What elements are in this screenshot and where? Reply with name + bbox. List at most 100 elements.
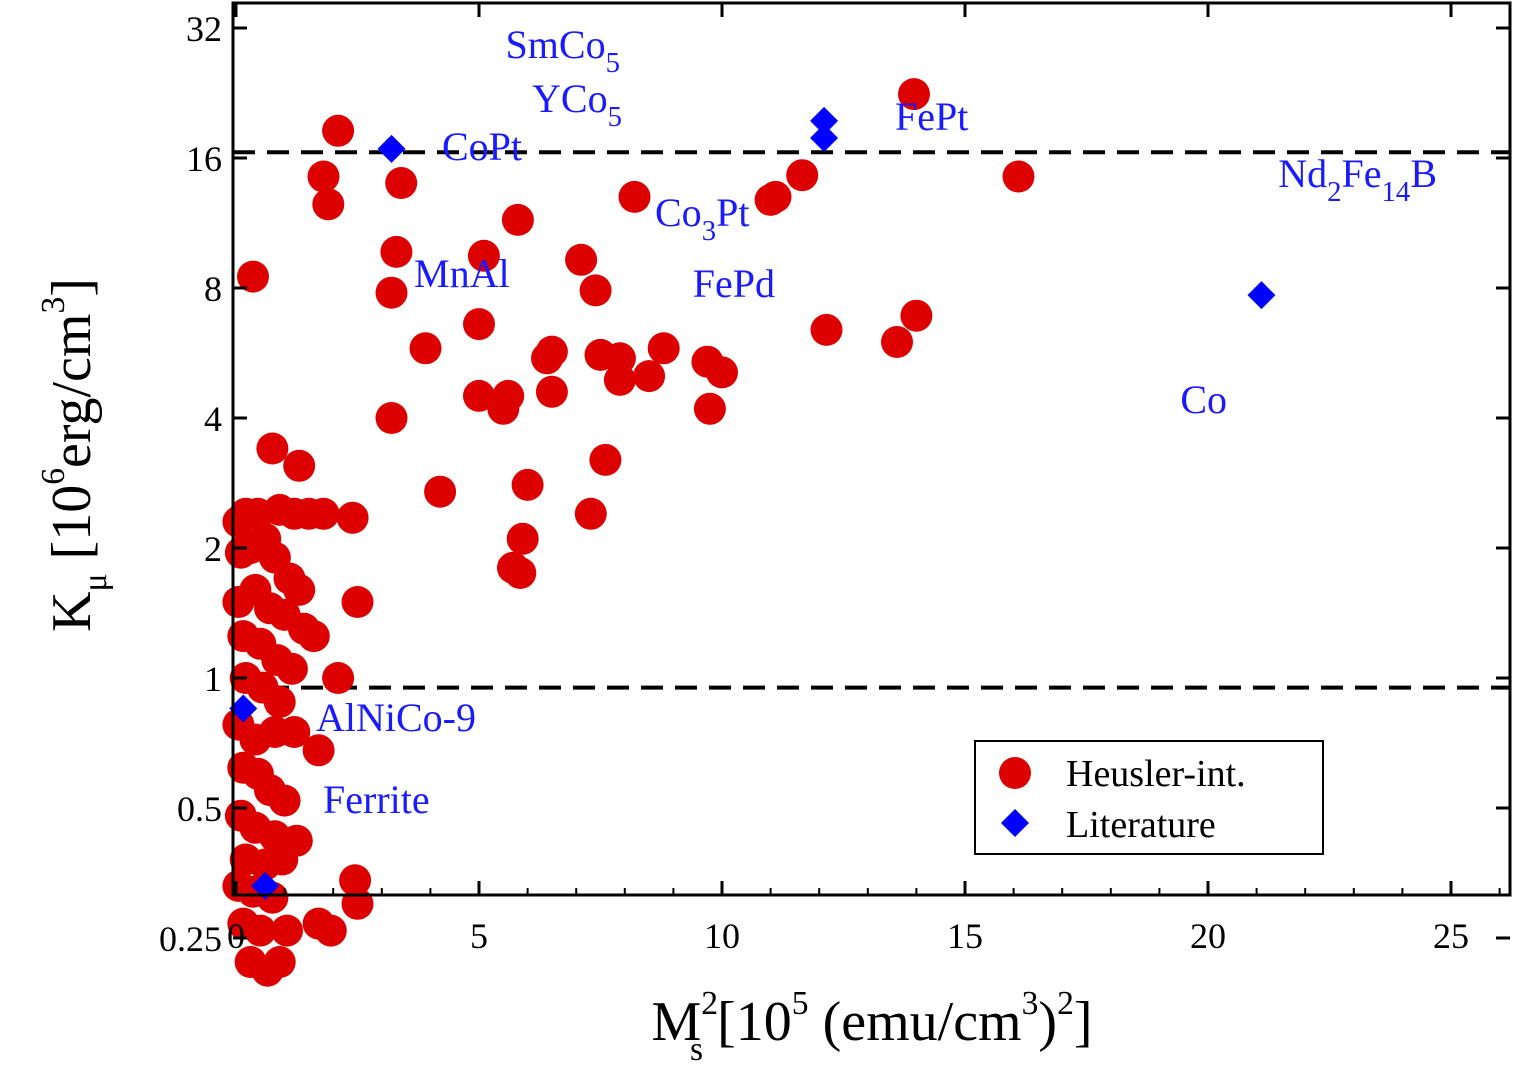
literature-point-Co	[1247, 281, 1276, 310]
heusler-point	[759, 180, 792, 213]
y-axis-title-part: ]	[41, 278, 103, 297]
point-label-Nd2Fe14B-part: 2	[1327, 176, 1341, 208]
heusler-point	[266, 843, 299, 876]
point-label-Ferrite: Ferrite	[323, 777, 430, 822]
heusler-point	[302, 734, 335, 767]
heusler-point	[256, 432, 289, 465]
heusler-point	[237, 260, 269, 293]
heusler-point	[385, 167, 418, 199]
heusler-point	[322, 662, 355, 694]
point-label-FePt-part: FePt	[895, 94, 968, 139]
x-axis-title-part: 5	[792, 985, 809, 1022]
y-tick-label: 1	[204, 659, 222, 699]
heusler-point	[501, 203, 534, 236]
heusler-point	[504, 557, 537, 589]
heusler-point	[535, 375, 568, 408]
x-tick-label: 25	[1433, 916, 1469, 956]
plot-frame	[231, 1, 1512, 897]
literature-point-Ferrite	[251, 871, 280, 900]
point-label-Co3Pt-part: 3	[702, 215, 716, 247]
x-axis-title-part: 2	[1057, 985, 1074, 1022]
x-axis-title-part: 3	[1022, 985, 1039, 1022]
y-tick-label: 0.5	[177, 789, 222, 829]
heusler-point	[618, 180, 651, 213]
y-tick-label: 0.25	[159, 919, 222, 959]
heusler-point	[881, 326, 913, 358]
heusler-point	[307, 497, 340, 530]
data-points	[222, 78, 1276, 987]
heusler-point	[271, 914, 303, 947]
heusler-point	[506, 522, 539, 555]
heusler-point	[1002, 160, 1035, 193]
point-label-YCo5-part: 5	[608, 101, 622, 133]
x-axis-title: M2 s [105 (emu/cm3)2]	[651, 985, 1092, 1068]
y-axis-title-part: 3	[35, 297, 72, 314]
x-tick-label: 15	[947, 916, 983, 956]
x-axis-title-part: [10	[703, 991, 792, 1053]
point-label-CoPt-part: CoPt	[442, 124, 522, 169]
heusler-point	[463, 308, 495, 341]
point-label-Ferrite-part: Ferrite	[323, 777, 430, 822]
point-label-Nd2Fe14B-part: Fe	[1342, 151, 1382, 196]
heusler-point	[297, 620, 330, 653]
heusler-point	[312, 188, 345, 221]
y-tick-label: 8	[204, 269, 222, 309]
x-tick-label: 10	[704, 916, 740, 956]
y-axis-title-part: [10	[41, 485, 103, 574]
point-label-AlNiCo-9: AlNiCo-9	[316, 695, 476, 740]
heusler-point	[283, 449, 316, 482]
point-label-Nd2Fe14B: Nd2Fe14B	[1278, 151, 1437, 208]
heusler-point	[535, 335, 568, 368]
heusler-point	[647, 332, 680, 365]
legend-label-heusler: Heusler-int.	[1066, 753, 1246, 795]
point-label-SmCo5: SmCo5	[506, 22, 620, 79]
y-axis-title-part: K	[41, 591, 103, 631]
x-axis-title-part: ]	[1074, 991, 1093, 1053]
x-axis-title-part: 2	[701, 985, 718, 1022]
x-axis-title-part: (emu/cm	[809, 991, 1022, 1053]
literature-point-MnAl	[377, 134, 406, 163]
point-label-Nd2Fe14B-part: B	[1410, 151, 1437, 196]
y-axis-title: Kμ [106erg/cm3]	[35, 278, 114, 632]
heusler-point	[275, 652, 308, 685]
heusler-point	[424, 475, 457, 508]
heusler-point	[244, 914, 277, 947]
heusler-point	[380, 235, 413, 268]
literature-point-Co3Pt	[810, 106, 839, 135]
heusler-point	[314, 914, 347, 947]
point-label-SmCo5-part: 5	[606, 47, 620, 79]
literature-point-AlNiCo-9	[229, 694, 258, 723]
point-label-Nd2Fe14B-part: 14	[1382, 176, 1411, 208]
heusler-point	[268, 784, 301, 817]
x-axis-title-part: )	[1038, 991, 1057, 1053]
heusler-point	[603, 363, 636, 396]
point-label-FePt: FePt	[895, 94, 968, 139]
heusler-point	[283, 573, 316, 606]
heusler-point	[900, 299, 933, 332]
legend-label-literature: Literature	[1066, 804, 1216, 846]
y-axis-title-part: erg/cm	[41, 314, 103, 468]
point-label-AlNiCo-9-part: AlNiCo-9	[316, 695, 476, 740]
point-label-Nd2Fe14B-part: Nd	[1278, 151, 1327, 196]
x-axis-title-part: s	[690, 1031, 703, 1068]
heusler-point	[786, 159, 819, 192]
heusler-point	[565, 243, 598, 276]
heusler-point	[375, 402, 408, 434]
y-axis-title-part: μ	[77, 573, 114, 591]
point-labels: SmCo5YCo5CoPtFePtNd2Fe14BCo3PtFePdMnAlCo…	[316, 22, 1437, 822]
literature-point-FePd	[810, 124, 839, 153]
heusler-point	[263, 946, 296, 978]
point-label-Co3Pt: Co3Pt	[655, 190, 749, 247]
heusler-point	[898, 78, 930, 111]
point-label-SmCo5-part: SmCo	[506, 22, 606, 67]
point-label-Co-part: Co	[1180, 377, 1227, 422]
heusler-point	[492, 379, 525, 412]
x-tick-label: 0	[227, 916, 245, 956]
heusler-point	[307, 160, 340, 193]
y-axis-title-part: 6	[35, 468, 72, 485]
heusler-point	[322, 114, 355, 147]
heusler-point	[409, 332, 442, 365]
heusler-point	[706, 356, 738, 389]
